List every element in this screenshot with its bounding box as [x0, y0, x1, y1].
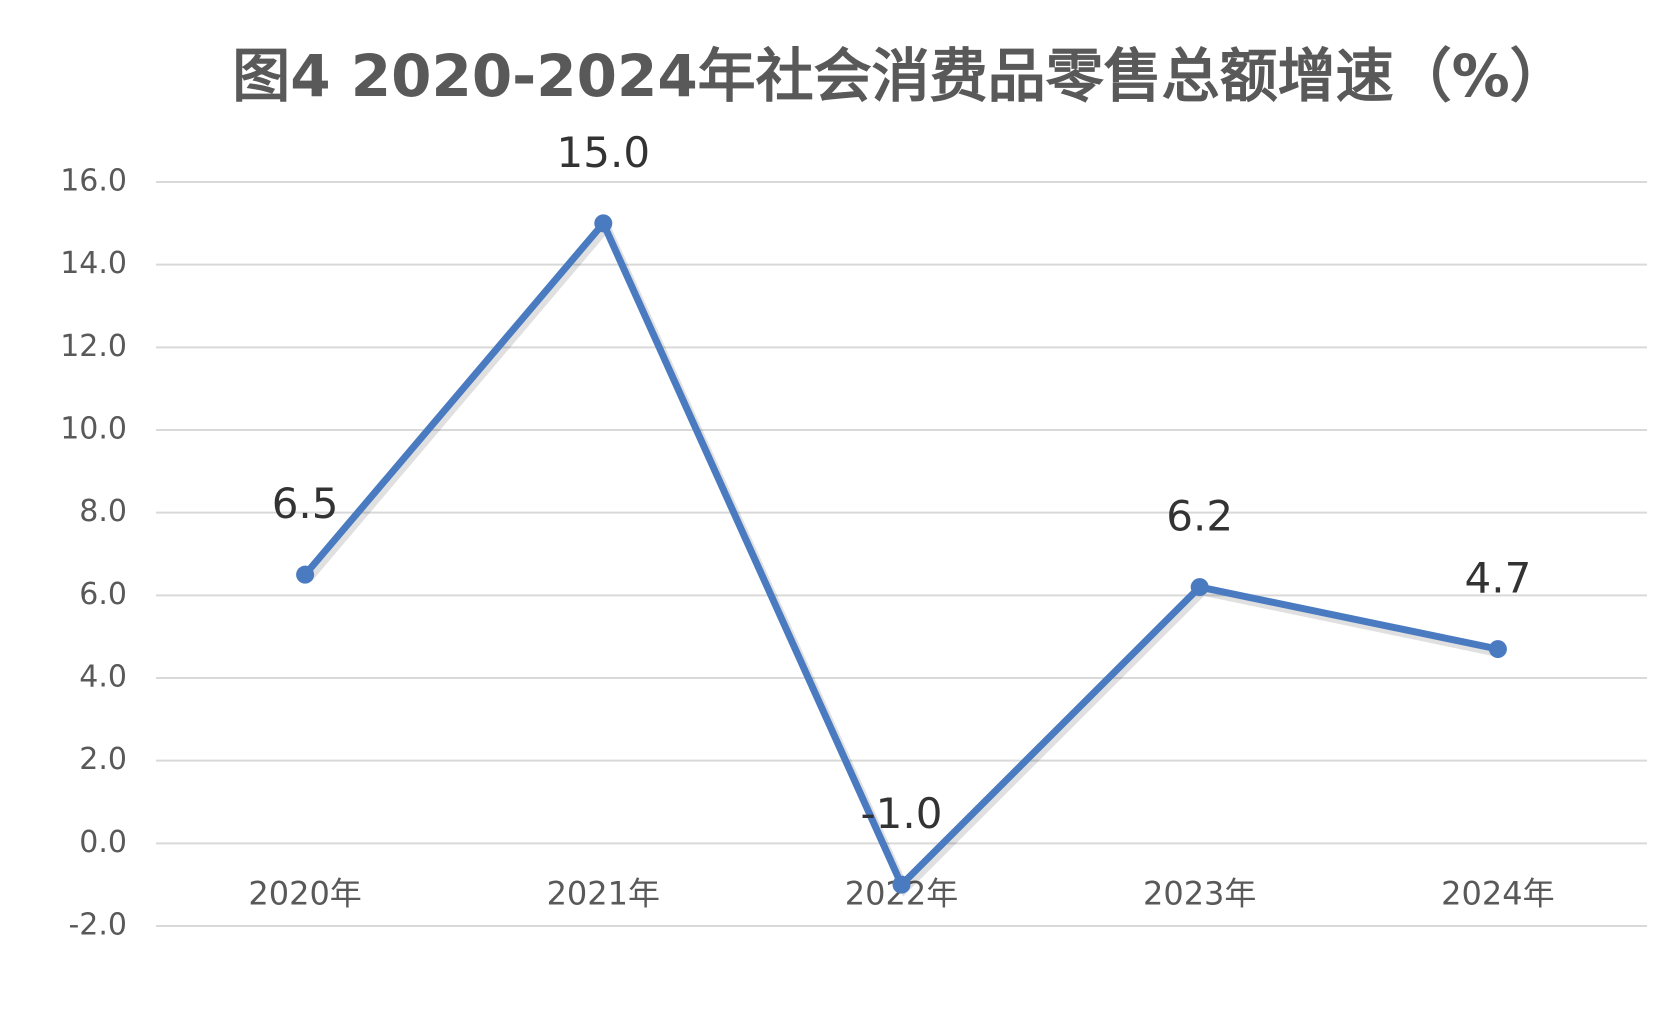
y-tick-label: 16.0 [60, 164, 127, 199]
point [1488, 640, 1507, 659]
y-tick-label: 6.0 [79, 577, 127, 612]
y-tick-label: 8.0 [79, 494, 127, 529]
line [302, 219, 1499, 889]
x-tick-label: 2023年 [1143, 874, 1256, 912]
point [892, 875, 911, 894]
y-tick-label: 12.0 [60, 329, 127, 364]
x-tick-label: 2020年 [248, 874, 361, 912]
y-tick-label: -2.0 [68, 908, 127, 943]
y-tick-label: 4.0 [79, 660, 127, 695]
data-label: 4.7 [1465, 554, 1532, 603]
y-tick-label: 2.0 [79, 742, 127, 777]
y-tick-label: 14.0 [60, 246, 127, 281]
chart-title: 图4 2020-2024年社会消费品零售总额增速（%） [232, 42, 1568, 110]
data-label: 6.2 [1166, 492, 1233, 541]
y-tick-label: 10.0 [60, 412, 127, 447]
data-label: -1.0 [861, 789, 943, 838]
point [594, 214, 613, 233]
point [1190, 578, 1209, 597]
x-tick-label: 2021年 [547, 874, 660, 912]
data-label: 15.0 [557, 128, 651, 177]
x-tick-label: 2024年 [1441, 874, 1554, 912]
point [296, 565, 315, 584]
y-tick-label: 0.0 [79, 825, 127, 860]
data-label: 6.5 [272, 479, 339, 528]
